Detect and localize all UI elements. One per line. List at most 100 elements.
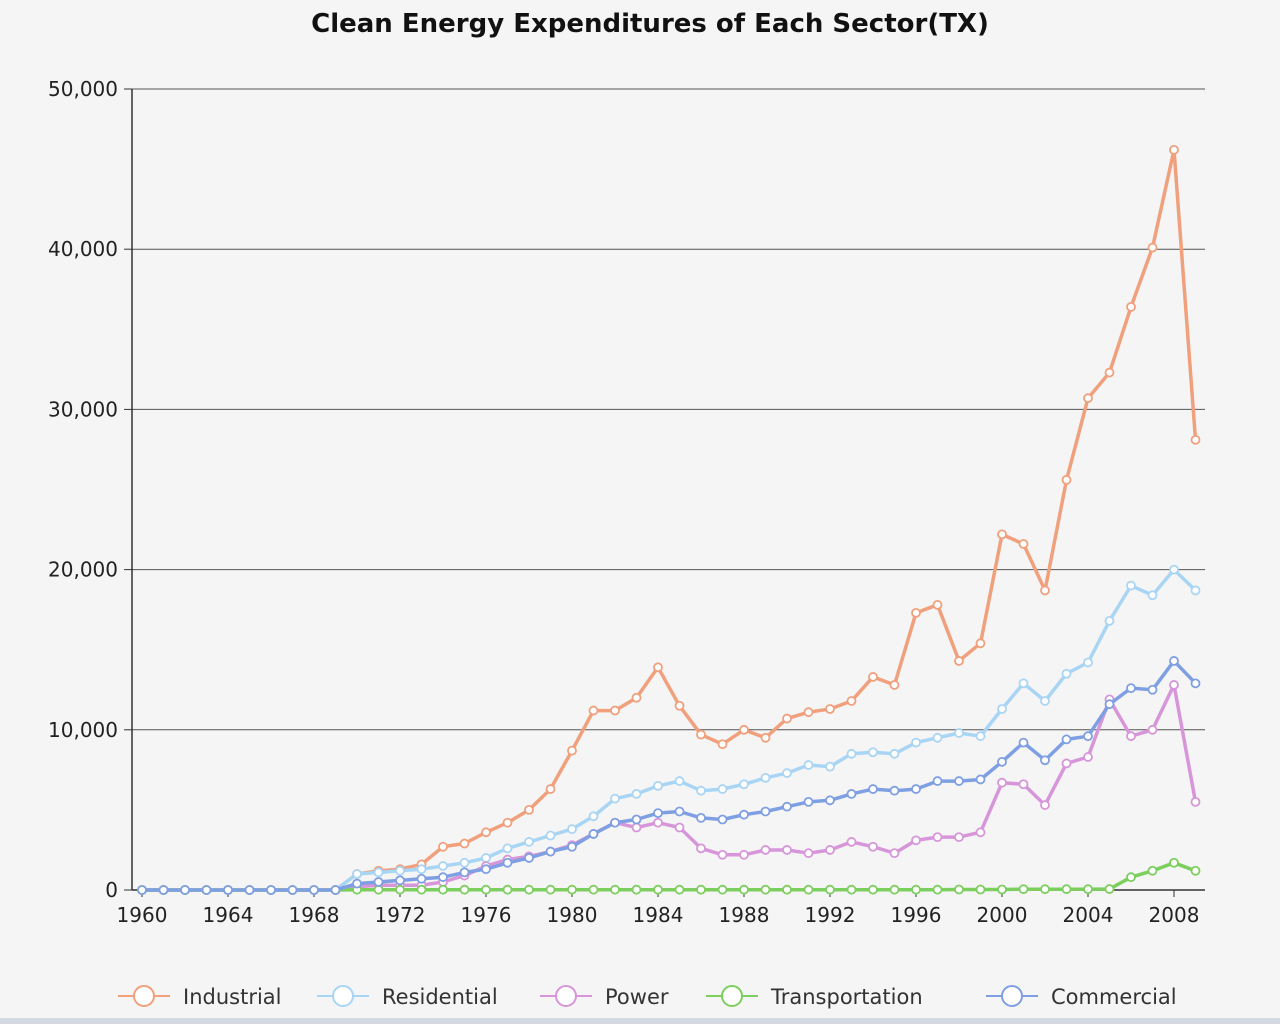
data-point[interactable]: [1018, 884, 1029, 895]
data-point[interactable]: [1083, 752, 1093, 762]
data-point[interactable]: [1061, 668, 1072, 679]
data-point[interactable]: [158, 885, 169, 895]
data-point[interactable]: [846, 748, 857, 759]
data-point[interactable]: [524, 853, 534, 863]
data-point[interactable]: [911, 835, 921, 846]
data-point[interactable]: [610, 884, 620, 895]
data-point[interactable]: [803, 707, 814, 718]
data-point[interactable]: [502, 884, 513, 895]
data-point[interactable]: [1126, 580, 1136, 591]
data-point[interactable]: [717, 739, 728, 750]
data-point[interactable]: [1040, 800, 1050, 810]
data-point[interactable]: [803, 796, 814, 807]
data-point[interactable]: [1126, 872, 1136, 883]
legend[interactable]: Industrial Residential Power Transportation…: [118, 985, 1177, 1009]
data-point[interactable]: [588, 829, 599, 839]
data-point[interactable]: [739, 779, 749, 790]
data-point[interactable]: [481, 884, 491, 895]
data-point[interactable]: [889, 680, 900, 690]
data-point[interactable]: [717, 849, 728, 860]
data-point[interactable]: [1190, 678, 1201, 689]
data-point[interactable]: [1040, 755, 1050, 766]
data-point[interactable]: [868, 884, 878, 895]
data-point[interactable]: [653, 662, 663, 673]
data-point[interactable]: [1040, 585, 1050, 596]
data-point[interactable]: [674, 884, 685, 895]
data-point[interactable]: [932, 832, 943, 843]
data-point[interactable]: [416, 864, 427, 875]
data-point[interactable]: [1104, 884, 1115, 894]
data-point[interactable]: [588, 811, 599, 822]
data-point[interactable]: [911, 784, 921, 794]
data-point[interactable]: [674, 700, 685, 711]
data-point[interactable]: [567, 841, 577, 852]
data-point[interactable]: [760, 732, 771, 743]
data-point[interactable]: [954, 884, 964, 895]
data-point[interactable]: [1147, 684, 1158, 695]
data-point[interactable]: [653, 817, 663, 828]
data-point[interactable]: [696, 884, 706, 895]
data-point[interactable]: [567, 745, 577, 756]
data-point[interactable]: [631, 884, 642, 895]
data-point[interactable]: [932, 732, 943, 743]
data-point[interactable]: [782, 768, 792, 778]
legend-item-power[interactable]: Power: [540, 985, 669, 1009]
data-point[interactable]: [868, 672, 878, 682]
data-point[interactable]: [481, 864, 491, 875]
legend-item-residential[interactable]: Residential: [317, 985, 498, 1009]
data-point[interactable]: [352, 878, 362, 889]
data-point[interactable]: [631, 822, 642, 833]
data-point[interactable]: [975, 638, 986, 649]
data-point[interactable]: [846, 884, 857, 895]
data-point[interactable]: [1190, 865, 1201, 876]
data-point[interactable]: [1061, 884, 1072, 895]
data-point[interactable]: [911, 884, 921, 895]
data-point[interactable]: [889, 785, 900, 796]
data-point[interactable]: [760, 884, 771, 895]
data-point[interactable]: [846, 696, 857, 706]
data-point[interactable]: [997, 756, 1007, 767]
data-point[interactable]: [416, 873, 427, 884]
data-point[interactable]: [782, 713, 792, 724]
data-point[interactable]: [1190, 796, 1201, 807]
data-point[interactable]: [1018, 737, 1029, 748]
data-point[interactable]: [395, 875, 405, 886]
data-point[interactable]: [459, 838, 470, 849]
data-point[interactable]: [997, 704, 1007, 714]
data-point[interactable]: [631, 814, 642, 825]
data-point[interactable]: [416, 884, 427, 895]
data-point[interactable]: [1018, 678, 1029, 689]
data-point[interactable]: [696, 785, 706, 796]
data-point[interactable]: [1083, 731, 1093, 742]
data-point[interactable]: [889, 884, 900, 895]
data-point[interactable]: [782, 801, 792, 812]
data-point[interactable]: [717, 884, 728, 895]
data-point[interactable]: [373, 867, 384, 878]
data-point[interactable]: [481, 853, 491, 863]
legend-item-industrial[interactable]: Industrial: [118, 985, 282, 1009]
data-point[interactable]: [524, 805, 534, 815]
data-point[interactable]: [868, 841, 878, 852]
data-point[interactable]: [997, 884, 1007, 895]
data-point[interactable]: [975, 884, 986, 895]
data-point[interactable]: [889, 848, 900, 859]
data-point[interactable]: [610, 793, 620, 804]
data-point[interactable]: [696, 813, 706, 823]
data-point[interactable]: [739, 884, 749, 895]
data-point[interactable]: [588, 705, 599, 716]
data-point[interactable]: [846, 788, 857, 799]
data-point[interactable]: [438, 872, 448, 883]
data-point[interactable]: [287, 885, 298, 895]
data-point[interactable]: [545, 830, 556, 841]
data-point[interactable]: [524, 837, 534, 847]
data-point[interactable]: [997, 529, 1007, 540]
data-point[interactable]: [825, 795, 835, 806]
data-point[interactable]: [954, 776, 964, 786]
data-point[interactable]: [1169, 144, 1179, 155]
data-point[interactable]: [825, 704, 835, 714]
data-point[interactable]: [545, 846, 556, 857]
data-point[interactable]: [975, 827, 986, 838]
data-point[interactable]: [395, 865, 405, 876]
data-point[interactable]: [932, 884, 943, 895]
data-point[interactable]: [1169, 564, 1179, 575]
